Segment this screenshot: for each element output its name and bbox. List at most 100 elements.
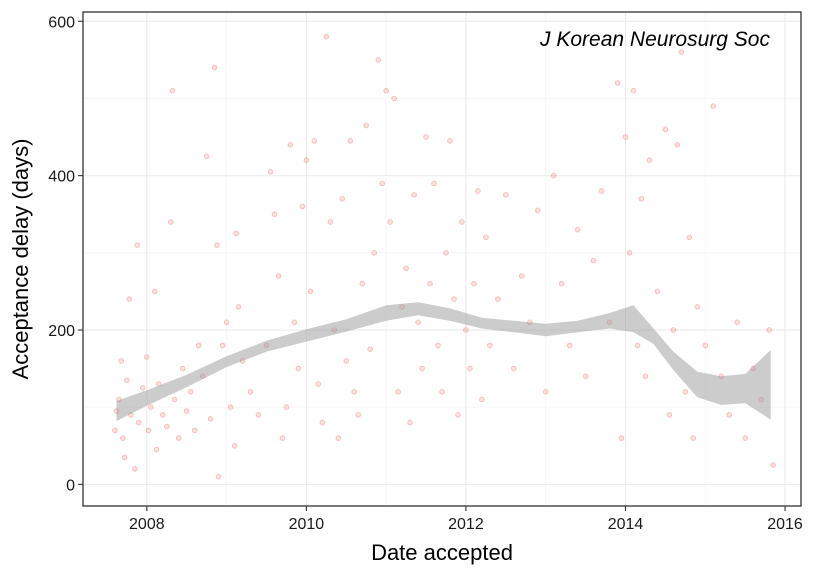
data-point (467, 365, 473, 372)
data-point (435, 342, 441, 349)
data-point (395, 388, 401, 395)
data-point (451, 296, 457, 302)
data-point (275, 273, 282, 279)
y-tick-label: 200 (48, 323, 75, 340)
data-point (118, 358, 125, 364)
data-point (614, 80, 621, 86)
data-point (483, 234, 489, 241)
data-point (590, 257, 597, 264)
data-point (463, 327, 469, 333)
x-tick-label: 2008 (129, 516, 165, 533)
data-point (654, 288, 661, 295)
data-point (327, 219, 334, 225)
data-point (319, 419, 326, 426)
data-point (479, 396, 485, 403)
data-point (339, 196, 346, 202)
data-point (359, 280, 366, 287)
data-point (153, 446, 160, 453)
data-point (126, 296, 133, 302)
data-point (223, 319, 230, 326)
data-point (303, 157, 310, 164)
grid-minor (83, 12, 801, 506)
data-point (227, 404, 234, 411)
y-axis-title: Acceptance delay (days) (8, 139, 33, 380)
data-point (291, 319, 298, 326)
data-point (132, 466, 138, 472)
data-point (211, 64, 218, 71)
data-point (383, 87, 390, 94)
data-point (387, 219, 393, 225)
data-point (247, 388, 254, 395)
data-point (136, 419, 142, 426)
data-point (582, 373, 589, 380)
data-point (674, 142, 681, 148)
y-tick-label: 600 (48, 14, 75, 31)
data-point (626, 250, 633, 256)
data-point (510, 365, 517, 372)
data-point (502, 192, 509, 198)
data-point (423, 134, 429, 140)
data-point (195, 342, 202, 349)
data-point (287, 142, 294, 148)
data-point (682, 388, 689, 395)
data-point (271, 211, 278, 218)
data-point (311, 138, 318, 144)
data-point (726, 412, 732, 418)
data-point (283, 404, 290, 411)
data-point (134, 242, 141, 248)
data-point (742, 435, 748, 441)
data-point (160, 412, 166, 418)
data-point (475, 188, 481, 194)
data-point (112, 427, 118, 434)
data-point (766, 327, 772, 333)
data-point (355, 412, 362, 418)
data-point (168, 219, 174, 225)
data-point (566, 342, 573, 349)
y-axis-ticks: 0 200 400 600 (48, 14, 83, 494)
data-point (140, 385, 146, 391)
data-point (487, 342, 493, 349)
data-point (431, 180, 437, 187)
data-point (618, 435, 625, 441)
data-point (379, 180, 386, 187)
data-point (231, 442, 238, 449)
data-point (678, 49, 685, 55)
data-point (471, 280, 477, 287)
y-tick-label: 0 (66, 477, 75, 494)
data-point (443, 250, 449, 256)
data-point (203, 153, 210, 160)
x-tick-label: 2010 (289, 516, 325, 533)
data-point (148, 404, 154, 411)
data-point (574, 226, 581, 233)
data-point (233, 230, 240, 237)
x-tick-label: 2016 (767, 516, 803, 533)
data-point (558, 280, 565, 287)
y-tick-label: 400 (48, 169, 75, 186)
data-point (367, 346, 374, 353)
data-point (411, 192, 417, 198)
data-point (214, 242, 220, 248)
data-point (427, 280, 433, 287)
data-point (175, 435, 182, 441)
data-point (323, 33, 330, 40)
data-point (164, 423, 170, 430)
data-point (455, 412, 461, 418)
data-point (215, 473, 222, 480)
data-point (646, 157, 653, 164)
data-point (299, 203, 306, 210)
data-point (642, 373, 649, 380)
data-point (634, 342, 641, 349)
data-point (145, 427, 152, 434)
data-point (534, 207, 541, 214)
data-point (439, 388, 445, 395)
data-point (419, 365, 425, 372)
data-point (459, 219, 465, 225)
data-point (315, 381, 322, 387)
data-point (191, 427, 198, 434)
data-point (207, 415, 214, 422)
data-point (666, 412, 673, 418)
data-point (343, 358, 350, 364)
data-point (734, 319, 740, 326)
chart-annotation: J Korean Neurosurg Soc (539, 28, 770, 51)
